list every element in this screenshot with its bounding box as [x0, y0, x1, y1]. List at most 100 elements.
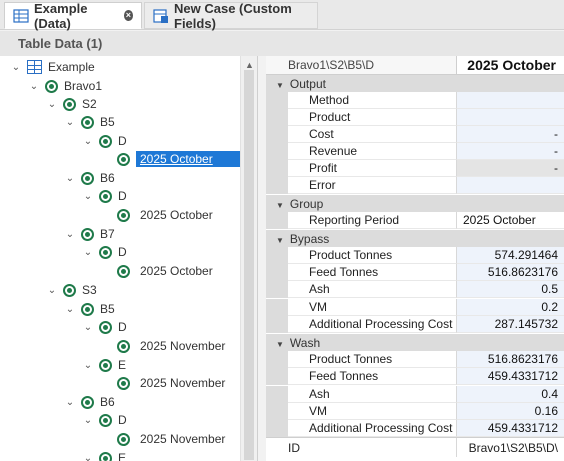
property-value[interactable]: [457, 177, 564, 195]
tree-node[interactable]: ⌄ S3: [46, 281, 97, 299]
collapse-arrow-icon[interactable]: ▼: [276, 200, 284, 210]
property-row[interactable]: Error: [266, 177, 564, 195]
tab-new-case[interactable]: New Case (Custom Fields): [144, 1, 318, 31]
tree-node[interactable]: ⌄ B5: [64, 113, 115, 131]
tree-node[interactable]: ⌄ D: [82, 318, 127, 336]
category-output[interactable]: ▼ Output: [266, 75, 564, 93]
tree-node[interactable]: 2025 October: [117, 206, 213, 224]
tree-scrollbar[interactable]: ▲: [240, 56, 257, 461]
chevron-down-icon[interactable]: ⌄: [29, 80, 39, 92]
property-row[interactable]: Product Tonnes 574.291464: [266, 247, 564, 265]
chevron-down-icon[interactable]: ⌄: [83, 246, 93, 258]
node-icon: [81, 395, 94, 409]
chevron-down-icon[interactable]: ⌄: [65, 396, 75, 408]
property-row[interactable]: Revenue -: [266, 143, 564, 161]
property-value[interactable]: [457, 92, 564, 110]
chevron-down-icon[interactable]: ⌄: [83, 190, 93, 202]
property-value[interactable]: 0.5: [457, 281, 564, 299]
tree-node[interactable]: ⌄ B7: [64, 225, 115, 243]
chevron-down-icon[interactable]: ⌄: [65, 303, 75, 315]
chevron-down-icon[interactable]: ⌄: [83, 414, 93, 426]
close-icon[interactable]: ×: [123, 10, 133, 21]
chevron-down-icon[interactable]: ⌄: [83, 321, 93, 333]
property-row[interactable]: Method: [266, 92, 564, 110]
tree-node[interactable]: ⌄ D: [82, 243, 127, 261]
collapse-arrow-icon[interactable]: ▼: [276, 235, 284, 245]
category-wash[interactable]: ▼ Wash: [266, 334, 564, 352]
property-row[interactable]: Reporting Period 2025 October: [266, 212, 564, 230]
tree-node[interactable]: ⌄ B5: [64, 300, 115, 318]
chevron-down-icon[interactable]: ⌄: [83, 452, 93, 461]
property-value[interactable]: 0.4: [457, 386, 564, 404]
property-row[interactable]: Cost -: [266, 126, 564, 144]
property-row[interactable]: Profit -: [266, 160, 564, 178]
property-value[interactable]: 459.4331712: [457, 368, 564, 386]
property-row[interactable]: Ash 0.5: [266, 281, 564, 299]
tree-node-label: D: [118, 413, 127, 427]
tree-node[interactable]: ⌄ E: [82, 356, 126, 374]
property-row[interactable]: VM 0.16: [266, 403, 564, 421]
property-value[interactable]: -: [457, 143, 564, 161]
tree-node[interactable]: ⌄ B6: [64, 169, 115, 187]
chevron-down-icon[interactable]: ⌄: [65, 228, 75, 240]
collapse-arrow-icon[interactable]: ▼: [276, 339, 284, 349]
property-row[interactable]: Ash 0.4: [266, 386, 564, 404]
table-grid-icon: [13, 8, 29, 24]
property-value[interactable]: -: [457, 160, 564, 178]
tree-node[interactable]: ⌄ Example: [10, 58, 95, 76]
node-icon: [45, 79, 58, 93]
property-label: Ash: [288, 281, 457, 299]
tree-node-selected[interactable]: 2025 October: [117, 150, 240, 168]
property-value[interactable]: -: [457, 126, 564, 144]
chevron-down-icon[interactable]: ⌄: [47, 98, 57, 110]
scroll-up-icon[interactable]: ▲: [245, 60, 254, 70]
tree-node[interactable]: 2025 November: [117, 337, 225, 355]
property-value[interactable]: Bravo1\S2\B5\D\: [468, 440, 558, 455]
category-label: Output: [289, 76, 326, 91]
property-value[interactable]: 0.2: [457, 299, 564, 317]
property-row[interactable]: Additional Processing Cost 287.145732: [266, 316, 564, 334]
chevron-down-icon[interactable]: ⌄: [11, 61, 21, 73]
property-value[interactable]: 516.8623176: [457, 264, 564, 282]
chevron-down-icon[interactable]: ⌄: [65, 116, 75, 128]
tree-node[interactable]: ⌄ D: [82, 411, 127, 429]
property-value[interactable]: 516.8623176: [457, 351, 564, 369]
property-row[interactable]: Additional Processing Cost 459.4331712: [266, 420, 564, 438]
node-icon: [81, 227, 94, 241]
tree-node[interactable]: 2025 November: [117, 374, 225, 392]
chevron-down-icon[interactable]: ⌄: [47, 284, 57, 296]
tree-node[interactable]: ⌄ S2: [46, 95, 97, 113]
property-value[interactable]: 459.4331712: [457, 420, 564, 438]
chevron-down-icon[interactable]: ⌄: [65, 172, 75, 184]
category-bypass[interactable]: ▼ Bypass: [266, 230, 564, 248]
tree-node[interactable]: ⌄ D: [82, 187, 127, 205]
category-group[interactable]: ▼ Group: [266, 195, 564, 213]
node-icon: [99, 358, 112, 372]
property-row[interactable]: Product Tonnes 516.8623176: [266, 351, 564, 369]
chevron-down-icon[interactable]: ⌄: [83, 359, 93, 371]
node-icon: [81, 302, 94, 316]
tree-node[interactable]: 2025 November: [117, 430, 225, 448]
property-row-id[interactable]: ID Bravo1\S2\B5\D\: [266, 437, 564, 457]
tree-node[interactable]: ⌄ D: [82, 132, 127, 150]
tree-node[interactable]: 2025 October: [117, 262, 213, 280]
property-value[interactable]: 0.16: [457, 403, 564, 421]
tree-node[interactable]: ⌄ Bravo1: [28, 77, 102, 95]
tree-node[interactable]: ⌄ B6: [64, 393, 115, 411]
scrollbar-thumb[interactable]: [244, 70, 254, 460]
property-value[interactable]: 574.291464: [457, 247, 564, 265]
property-row[interactable]: Feed Tonnes 516.8623176: [266, 264, 564, 282]
property-row[interactable]: VM 0.2: [266, 299, 564, 317]
property-grid: Bravo1\S2\B5\D 2025 October ▼ Output Meth…: [266, 56, 564, 461]
property-row[interactable]: Feed Tonnes 459.4331712: [266, 368, 564, 386]
chevron-down-icon[interactable]: ⌄: [83, 135, 93, 147]
tree-node[interactable]: ⌄ E: [82, 449, 126, 461]
property-value[interactable]: 2025 October: [457, 212, 564, 230]
property-value[interactable]: [457, 109, 564, 127]
property-label: Revenue: [288, 143, 457, 161]
property-label: Feed Tonnes: [288, 368, 457, 386]
property-row[interactable]: Product: [266, 109, 564, 127]
property-value[interactable]: 287.145732: [457, 316, 564, 334]
collapse-arrow-icon[interactable]: ▼: [276, 80, 284, 90]
tab-example-data[interactable]: Example (Data) ×: [4, 1, 142, 31]
